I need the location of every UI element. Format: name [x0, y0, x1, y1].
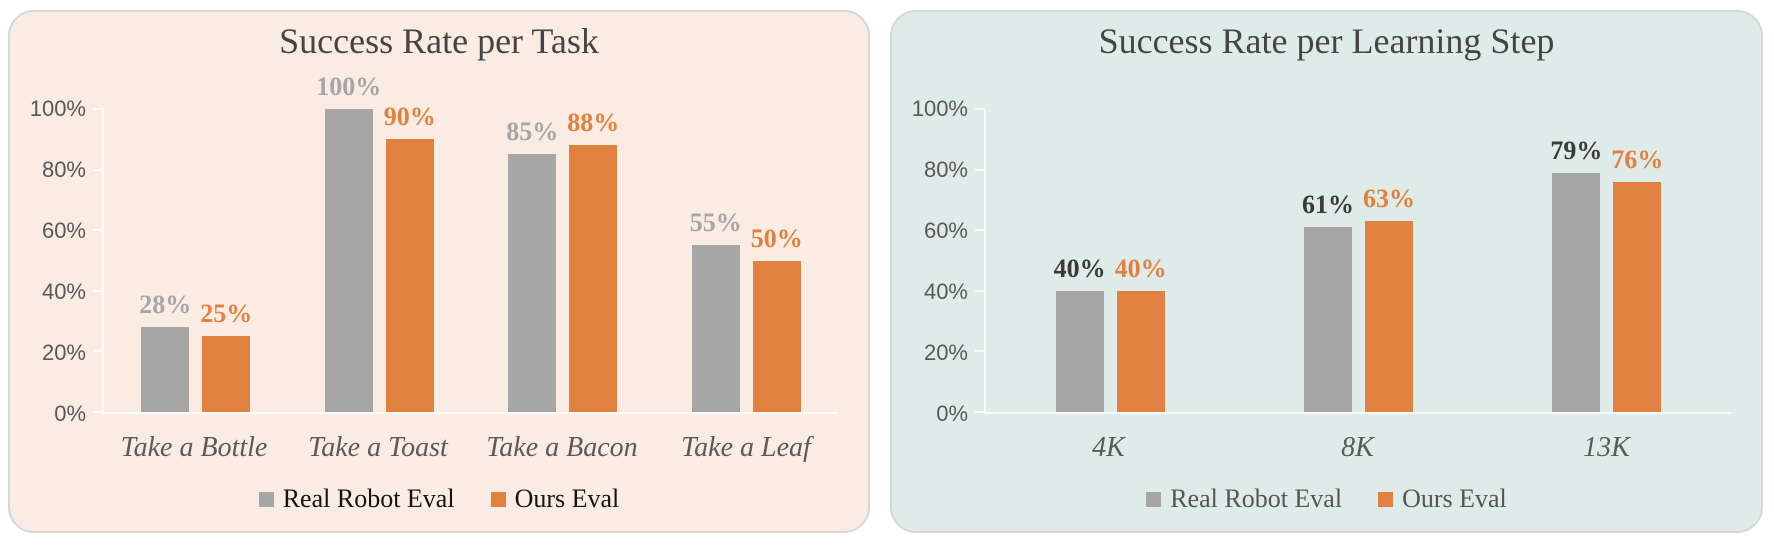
y-axis-tick-label: 40% — [923, 279, 968, 304]
bar-groups: 40% 40% 61% 63% 79% 76% — [986, 109, 1731, 412]
bar-group: 55% 50% — [655, 109, 839, 412]
y-axis-tick-mark — [93, 229, 102, 232]
x-axis-category-label: 8K — [1341, 432, 1374, 463]
y-axis-tick-label: 100% — [29, 96, 86, 121]
bar: 40% — [1115, 254, 1167, 412]
bar: 79% — [1550, 136, 1602, 412]
y-axis-tick-label: 60% — [41, 218, 86, 243]
chart-panel-success-rate-per-task: Success Rate per Task 100% 80% 60% 40% 20% 0%… — [8, 10, 870, 533]
legend-item: Real Robot Eval — [258, 484, 455, 514]
bar-value-label: 100% — [316, 72, 382, 101]
chart-title: Success Rate per Learning Step — [1098, 21, 1555, 61]
bar: 61% — [1302, 190, 1354, 412]
bar: 88% — [567, 108, 619, 412]
legend: Real Robot Eval Ours Eval — [892, 484, 1761, 514]
bar-group: 85% 88% — [471, 108, 655, 412]
bar-group: 79% 76% — [1483, 109, 1731, 412]
plot-area: 40% 40% 61% 63% 79% 76% — [975, 108, 1731, 414]
bar-group: 40% 40% — [986, 109, 1234, 412]
bar-value-label: 90% — [383, 102, 436, 132]
legend-swatch-icon — [1378, 491, 1394, 507]
y-axis-tick-mark — [93, 289, 102, 292]
y-axis-tick-label: 0% — [54, 401, 86, 426]
y-axis-tick-mark — [975, 350, 984, 353]
bar-value-label: 79% — [1550, 135, 1603, 165]
bar: 85% — [506, 117, 558, 412]
bar-value-label: 40% — [1114, 253, 1167, 283]
bar: 25% — [200, 299, 252, 412]
legend-label: Real Robot Eval — [282, 484, 455, 513]
legend-label: Real Robot Eval — [1170, 484, 1343, 513]
bar: 28% — [139, 290, 191, 412]
y-axis-tick-label: 80% — [923, 157, 968, 182]
chart-title: Success Rate per Task — [279, 21, 599, 61]
legend-label: Ours Eval — [1402, 484, 1507, 513]
bar-value-label: 55% — [689, 208, 742, 238]
legend-swatch-icon — [258, 491, 274, 507]
y-axis-tick-label: 0% — [936, 401, 968, 426]
plot-wrapper: 100% 80% 60% 40% 20% 0% 40% 40% 61% 63% 79% 76% — [892, 96, 1761, 426]
x-axis-category-label: Take a Bacon — [486, 432, 638, 463]
y-axis-tick-mark — [93, 350, 102, 353]
x-axis-category-label: 13K — [1583, 432, 1630, 463]
bar-value-label: 61% — [1301, 190, 1354, 220]
bar-value-label: 28% — [139, 290, 192, 320]
bar-group: 61% 63% — [1234, 109, 1482, 412]
y-axis-tick-label: 100% — [911, 96, 968, 121]
y-axis-tick-label: 40% — [41, 279, 86, 304]
y-axis: 100% 80% 60% 40% 20% 0% — [892, 96, 984, 426]
bar: 100% — [316, 72, 381, 412]
bar-value-label: 63% — [1362, 184, 1415, 214]
bar-value-label: 25% — [200, 299, 253, 329]
bar-group: 100% 90% — [288, 72, 472, 412]
legend-label: Ours Eval — [514, 484, 620, 513]
y-axis-tick-mark — [975, 289, 984, 292]
legend-swatch-icon — [1146, 491, 1162, 507]
bar-value-label: 50% — [750, 223, 803, 253]
y-axis-tick-label: 60% — [923, 218, 968, 243]
bar-value-label: 85% — [506, 117, 559, 147]
plot-wrapper: 100% 80% 60% 40% 20% 0% 28% 25% 100% 90% 85% 88% 55… — [10, 72, 868, 426]
bar-value-label: 76% — [1611, 144, 1664, 174]
bar: 55% — [690, 208, 742, 412]
x-axis-labels: Take a Bottle Take a Toast Take a Bacon Tak… — [102, 432, 838, 464]
legend-item: Ours Eval — [1378, 484, 1507, 514]
x-axis-category-label: Take a Leaf — [681, 432, 811, 463]
legend-item: Ours Eval — [490, 484, 620, 514]
x-axis-labels: 4K 8K 13K — [984, 432, 1731, 464]
y-axis-tick-label: 20% — [41, 340, 86, 365]
y-axis: 100% 80% 60% 40% 20% 0% — [10, 96, 102, 426]
y-axis-tick-mark — [93, 108, 102, 110]
chart-panel-success-rate-per-learning-step: Success Rate per Learning Step 100% 80% 60… — [890, 10, 1763, 533]
legend: Real Robot Eval Ours Eval — [10, 484, 868, 514]
y-axis-tick-mark — [975, 168, 984, 171]
y-axis-tick-mark — [93, 411, 102, 413]
y-axis-tick-label: 80% — [41, 157, 86, 182]
bar: 40% — [1054, 254, 1106, 412]
bar-groups: 28% 25% 100% 90% 85% 88% 55% 50% — [104, 72, 839, 412]
bar: 63% — [1363, 184, 1415, 412]
x-axis-category-label: 4K — [1092, 432, 1125, 463]
bar-group: 28% 25% — [104, 109, 288, 412]
legend-swatch-icon — [490, 491, 506, 507]
plot-area: 28% 25% 100% 90% 85% 88% 55% 50% — [93, 72, 839, 414]
bar: 50% — [751, 224, 803, 412]
bar: 76% — [1611, 145, 1663, 412]
y-axis-tick-mark — [975, 108, 984, 110]
bar-value-label: 40% — [1053, 253, 1106, 283]
x-axis-category-label: Take a Toast — [308, 432, 448, 463]
bar-value-label: 88% — [567, 108, 620, 138]
y-axis-tick-mark — [93, 168, 102, 171]
y-axis-tick-label: 20% — [923, 340, 968, 365]
legend-item: Real Robot Eval — [1146, 484, 1342, 514]
y-axis-tick-mark — [975, 229, 984, 232]
x-axis-category-label: Take a Bottle — [120, 432, 268, 463]
bar: 90% — [384, 102, 436, 412]
y-axis-tick-mark — [975, 411, 984, 413]
